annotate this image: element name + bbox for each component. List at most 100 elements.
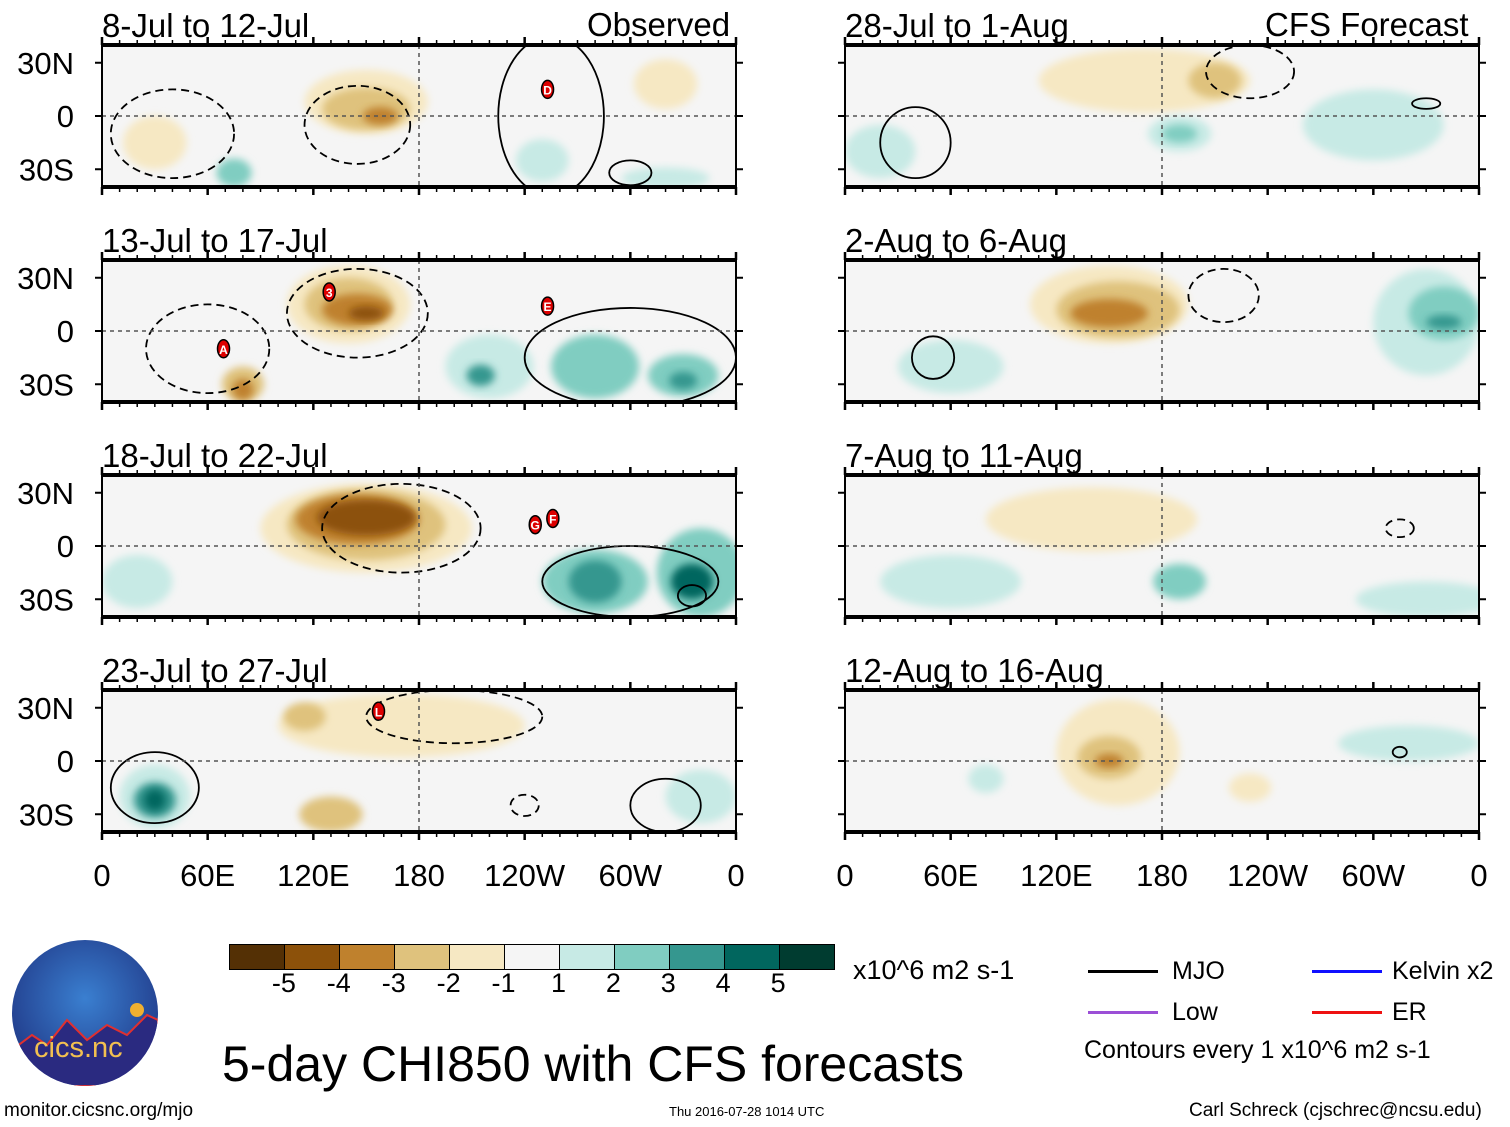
map-panel: 3 E A 13-Jul to 17-Jul 30N 0 30S <box>17 222 743 410</box>
panel-date-label: 28-Jul to 1-Aug <box>845 7 1069 44</box>
figure-title: 5-day CHI850 with CFS forecasts <box>222 1036 964 1092</box>
x-tick-label: 60W <box>1341 858 1405 893</box>
panel-date-label: 8-Jul to 12-Jul <box>102 7 309 44</box>
mjo-contour <box>676 584 707 608</box>
storm-label: G <box>531 519 540 533</box>
observed-header: Observed <box>587 6 731 43</box>
panel-date-label: 7-Aug to 11-Aug <box>845 437 1083 474</box>
panel-content: D <box>102 45 736 187</box>
footer-timestamp: Thu 2016-07-28 1014 UTC <box>669 1104 825 1119</box>
mjo-contour <box>497 45 605 187</box>
colorbar-tick: -1 <box>491 968 516 998</box>
x-tick-label: 60W <box>598 858 662 893</box>
positive-anomaly-region <box>880 554 1022 609</box>
x-tick-label: 0 <box>727 858 744 893</box>
y-tick-label: 0 <box>57 314 74 349</box>
colorbar-swatch <box>285 945 340 969</box>
mjo-contour <box>109 751 200 825</box>
footer-url[interactable]: monitor.cicsnc.org/mjo <box>4 1100 194 1121</box>
er-line-swatch <box>1312 1011 1382 1014</box>
colorbar-swatch <box>560 945 615 969</box>
panel-content: L <box>102 690 736 832</box>
negative-anomaly-region <box>123 116 187 170</box>
storm-marker: F <box>546 508 560 529</box>
x-tick-label: 60E <box>180 858 235 893</box>
x-tick-label: 0 <box>836 858 853 893</box>
storm-marker: E <box>540 296 555 316</box>
negative-anomaly-region <box>1070 299 1148 328</box>
mjo-contour <box>1384 518 1415 539</box>
storm-label: L <box>375 705 382 719</box>
mjo-contour <box>321 482 482 574</box>
colorbar-tick: 1 <box>550 968 566 998</box>
negative-anomaly-region <box>322 87 411 131</box>
storm-marker: G <box>528 514 542 535</box>
x-tick-label: 0 <box>93 858 110 893</box>
x-tick-label: 0 <box>1470 858 1487 893</box>
storm-icon <box>322 282 336 302</box>
mjo-contour <box>629 777 702 832</box>
colorbar-tick: 5 <box>770 968 786 998</box>
colorbar-swatch <box>230 945 285 969</box>
negative-anomaly-region <box>232 378 254 401</box>
legend-er: ER <box>1392 998 1427 1026</box>
positive-anomaly-region <box>1302 89 1444 161</box>
negative-anomaly-region <box>278 693 525 758</box>
colorbar-swatch <box>395 945 450 969</box>
positive-anomaly-region <box>1153 563 1207 600</box>
positive-anomaly-region <box>466 364 495 387</box>
storm-label: E <box>544 300 552 314</box>
storm-icon <box>371 701 386 722</box>
logo-mountains-icon <box>12 1003 158 1086</box>
negative-anomaly-region <box>985 487 1198 552</box>
y-tick-label: 30S <box>19 367 74 402</box>
panel-content <box>845 45 1479 187</box>
y-tick-label: 30N <box>17 691 74 726</box>
mjo-contour <box>509 793 540 817</box>
storm-marker: A <box>216 339 231 359</box>
positive-anomaly-region <box>1338 725 1479 761</box>
positive-anomaly-region <box>1426 315 1462 330</box>
negative-anomaly-region <box>1038 48 1251 113</box>
y-tick-label: 30S <box>19 797 74 832</box>
x-tick-label: 120W <box>484 858 566 893</box>
panel-date-label: 13-Jul to 17-Jul <box>102 222 328 259</box>
map-panel: 28-Jul to 1-Aug <box>838 7 1486 195</box>
x-tick-label: 180 <box>1136 858 1188 893</box>
positive-anomaly-region <box>551 334 640 399</box>
positive-anomaly-region <box>669 371 698 390</box>
y-tick-label: 30N <box>17 261 74 296</box>
negative-anomaly-region <box>299 796 363 832</box>
colorbar-tick: -3 <box>381 968 406 998</box>
mjo-contour <box>303 84 412 165</box>
cicsnc-logo: cics.nc <box>12 940 158 1086</box>
panel-content <box>845 475 1479 617</box>
y-tick-label: 30S <box>19 152 74 187</box>
map-panel: D 8-Jul to 12-Jul 30N 0 30S <box>17 7 743 195</box>
storm-marker: 3 <box>322 282 336 302</box>
x-tick-label: 180 <box>393 858 445 893</box>
storm-label: 3 <box>326 286 333 300</box>
positive-anomaly-region <box>144 789 166 811</box>
mjo-contour <box>1205 45 1295 100</box>
positive-anomaly-region <box>897 339 1004 394</box>
storm-icon <box>216 339 231 359</box>
panel-date-label: 2-Aug to 6-Aug <box>845 222 1067 259</box>
colorbar-tick: -2 <box>436 968 461 998</box>
y-tick-label: 0 <box>57 529 74 564</box>
mjo-contour <box>286 267 429 359</box>
positive-anomaly-region <box>845 124 916 179</box>
negative-anomaly-region <box>316 499 416 536</box>
colorbar-tick: 3 <box>660 968 676 998</box>
positive-anomaly-region <box>1355 581 1479 617</box>
positive-anomaly-region <box>102 554 173 609</box>
panel-content <box>845 690 1479 832</box>
panel-content <box>845 260 1479 402</box>
y-tick-label: 0 <box>57 744 74 779</box>
colorbar-tick: 4 <box>715 968 731 998</box>
colorbar-swatch <box>340 945 395 969</box>
kelvin-line-swatch <box>1312 970 1382 973</box>
negative-anomaly-region <box>283 702 326 731</box>
colorbar-tick: -5 <box>271 968 296 998</box>
